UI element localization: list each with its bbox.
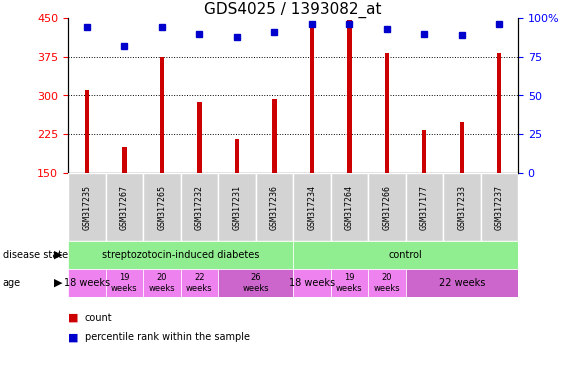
Title: GDS4025 / 1393082_at: GDS4025 / 1393082_at <box>204 2 382 18</box>
Bar <box>197 102 202 173</box>
Bar <box>218 269 293 297</box>
Bar <box>405 173 443 241</box>
Text: ▶: ▶ <box>54 250 62 260</box>
Bar <box>347 20 351 173</box>
Bar <box>293 269 330 297</box>
Text: 18 weeks: 18 weeks <box>289 278 335 288</box>
Bar <box>405 269 518 297</box>
Bar <box>68 241 293 269</box>
Bar <box>105 173 143 241</box>
Text: GSM317233: GSM317233 <box>457 184 466 230</box>
Bar <box>218 173 256 241</box>
Text: 22
weeks: 22 weeks <box>186 273 213 293</box>
Text: percentile rank within the sample: percentile rank within the sample <box>85 332 250 342</box>
Text: GSM317266: GSM317266 <box>382 184 391 230</box>
Text: 19
weeks: 19 weeks <box>336 273 363 293</box>
Text: GSM317237: GSM317237 <box>495 184 504 230</box>
Bar <box>235 139 239 173</box>
Text: 19
weeks: 19 weeks <box>111 273 137 293</box>
Bar <box>143 269 181 297</box>
Text: 22 weeks: 22 weeks <box>439 278 485 288</box>
Text: GSM317232: GSM317232 <box>195 184 204 230</box>
Bar <box>497 53 502 173</box>
Text: 18 weeks: 18 weeks <box>64 278 110 288</box>
Bar <box>84 90 89 173</box>
Bar <box>330 269 368 297</box>
Text: age: age <box>3 278 21 288</box>
Text: GSM317236: GSM317236 <box>270 184 279 230</box>
Bar <box>181 269 218 297</box>
Bar <box>368 173 405 241</box>
Bar <box>293 173 330 241</box>
Text: GSM317177: GSM317177 <box>420 184 429 230</box>
Text: ▶: ▶ <box>54 278 62 288</box>
Bar <box>480 173 518 241</box>
Text: 26
weeks: 26 weeks <box>242 273 269 293</box>
Text: GSM317265: GSM317265 <box>157 184 166 230</box>
Text: disease state: disease state <box>3 250 68 260</box>
Text: GSM317235: GSM317235 <box>82 184 91 230</box>
Bar <box>122 147 127 173</box>
Text: 20
weeks: 20 weeks <box>149 273 175 293</box>
Bar <box>105 269 143 297</box>
Bar <box>443 173 480 241</box>
Bar <box>330 173 368 241</box>
Text: control: control <box>388 250 422 260</box>
Text: GSM317264: GSM317264 <box>345 184 354 230</box>
Bar <box>143 173 181 241</box>
Text: GSM317234: GSM317234 <box>307 184 316 230</box>
Bar <box>385 53 389 173</box>
Text: 20
weeks: 20 weeks <box>373 273 400 293</box>
Text: GSM317267: GSM317267 <box>120 184 129 230</box>
Text: ■: ■ <box>68 313 78 323</box>
Bar <box>68 269 105 297</box>
Bar <box>68 173 105 241</box>
Bar <box>159 57 164 173</box>
Text: GSM317231: GSM317231 <box>233 184 242 230</box>
Bar <box>459 122 464 173</box>
Bar <box>310 23 314 173</box>
Bar <box>272 99 276 173</box>
Text: ■: ■ <box>68 332 78 342</box>
Bar <box>368 269 405 297</box>
Text: streptozotocin-induced diabetes: streptozotocin-induced diabetes <box>102 250 259 260</box>
Bar <box>256 173 293 241</box>
Bar <box>293 241 518 269</box>
Text: count: count <box>85 313 113 323</box>
Bar <box>422 130 427 173</box>
Bar <box>181 173 218 241</box>
